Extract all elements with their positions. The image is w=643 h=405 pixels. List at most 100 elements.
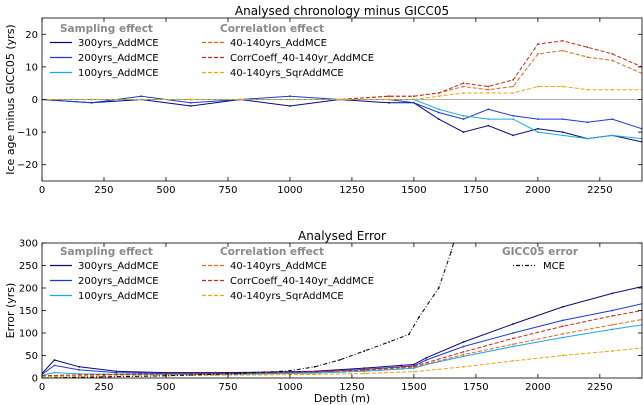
data-point bbox=[487, 124, 490, 127]
x-tick-label: 500 bbox=[156, 185, 175, 196]
data-point bbox=[487, 118, 490, 120]
data-point bbox=[189, 98, 192, 101]
x-tick-label: 1500 bbox=[401, 185, 426, 196]
data-point bbox=[512, 323, 514, 325]
data-point bbox=[53, 364, 56, 367]
data-point bbox=[78, 374, 81, 376]
data-point bbox=[537, 85, 539, 88]
data-point bbox=[78, 369, 81, 371]
y-tick-label: 20 bbox=[25, 30, 38, 41]
y-tick-label: −20 bbox=[17, 160, 38, 171]
legend-group-heading: Sampling effect bbox=[60, 23, 153, 35]
data-point bbox=[561, 319, 564, 322]
x-tick-label: 750 bbox=[218, 185, 237, 196]
data-point bbox=[611, 324, 614, 326]
legend-entry-label: 40-140yrs_AddMCE bbox=[230, 38, 327, 49]
data-point bbox=[363, 350, 366, 352]
data-point bbox=[561, 39, 564, 42]
data-point bbox=[239, 372, 242, 375]
data-point bbox=[561, 306, 564, 308]
data-point bbox=[462, 82, 465, 85]
legend-group-heading: GICC05 error bbox=[502, 246, 579, 258]
data-point bbox=[586, 137, 589, 140]
data-point bbox=[115, 373, 118, 376]
data-point bbox=[561, 333, 564, 335]
data-point bbox=[363, 369, 366, 371]
data-point bbox=[214, 374, 217, 377]
data-point bbox=[512, 345, 514, 348]
y-tick-label: 0 bbox=[32, 95, 38, 106]
data-point bbox=[115, 374, 118, 377]
data-point bbox=[561, 85, 564, 88]
legend-entry-label: 300yrs_AddMCE bbox=[78, 38, 159, 49]
data-point bbox=[512, 360, 514, 362]
legend-entry-label: CorrCoeff_40-140yr_AddMCE bbox=[230, 53, 374, 64]
series-line-40-140yrs_SqrAddMCE bbox=[42, 86, 642, 100]
x-tick-label: 1000 bbox=[277, 185, 302, 196]
series-line-200yrs_AddMCE bbox=[42, 95, 642, 130]
data-point bbox=[189, 105, 192, 107]
data-point bbox=[561, 49, 564, 52]
data-point bbox=[561, 354, 564, 357]
data-point bbox=[400, 364, 403, 367]
data-point bbox=[462, 118, 465, 120]
data-point bbox=[189, 101, 192, 104]
legend-group-heading: Correlation effect bbox=[220, 23, 324, 35]
data-point bbox=[363, 367, 366, 369]
data-point bbox=[462, 353, 465, 356]
chart-title: Analysed chronology minus GICC05 bbox=[235, 4, 449, 18]
data-point bbox=[561, 336, 564, 339]
data-point bbox=[512, 114, 514, 117]
data-point bbox=[78, 365, 81, 368]
data-point bbox=[388, 101, 390, 104]
data-point bbox=[611, 350, 614, 352]
data-point bbox=[115, 370, 118, 373]
data-point bbox=[462, 365, 465, 368]
data-point bbox=[90, 101, 93, 104]
data-point bbox=[561, 134, 564, 137]
legend-entry-label: 40-140yrs_AddMCE bbox=[230, 261, 327, 272]
legend-entry-label: 100yrs_AddMCE bbox=[78, 68, 159, 79]
x-tick-label: 500 bbox=[156, 382, 175, 393]
data-point bbox=[586, 121, 589, 124]
legend-entry-label: 100yrs_AddMCE bbox=[78, 291, 159, 302]
data-point bbox=[512, 332, 514, 334]
data-point bbox=[512, 92, 514, 94]
data-point bbox=[462, 114, 465, 117]
data-point bbox=[425, 359, 428, 361]
series-line-100yrs_AddMCE bbox=[42, 324, 642, 376]
data-point bbox=[512, 337, 514, 340]
data-point bbox=[586, 46, 589, 49]
data-point bbox=[487, 85, 490, 88]
data-point bbox=[437, 92, 440, 94]
data-point bbox=[165, 373, 167, 375]
data-point bbox=[586, 56, 589, 58]
data-point bbox=[462, 345, 465, 348]
data-point bbox=[289, 98, 291, 101]
data-point bbox=[140, 95, 143, 98]
data-point bbox=[512, 343, 514, 346]
data-point bbox=[437, 111, 440, 114]
data-point bbox=[611, 59, 614, 62]
data-point bbox=[425, 356, 428, 359]
data-point bbox=[611, 134, 614, 137]
x-tick-label: 2250 bbox=[587, 185, 612, 196]
x-axis-label: Depth (m) bbox=[314, 392, 370, 405]
data-point bbox=[462, 355, 465, 358]
data-point bbox=[413, 363, 415, 366]
data-point bbox=[115, 371, 118, 374]
series-line-40-140yrs_SqrAddMCE bbox=[42, 347, 642, 378]
data-point bbox=[78, 375, 81, 378]
series-line-CorrCoeff_40-140yr_AddMCE bbox=[42, 310, 642, 377]
data-point bbox=[400, 368, 403, 370]
data-point bbox=[487, 108, 490, 111]
data-point bbox=[512, 118, 514, 120]
x-tick-label: 1000 bbox=[277, 382, 302, 393]
data-point bbox=[462, 92, 465, 94]
x-tick-label: 750 bbox=[218, 382, 237, 393]
data-point bbox=[313, 370, 316, 373]
y-axis-label: Error (yrs) bbox=[4, 283, 17, 339]
legend-entry-label: 200yrs_AddMCE bbox=[78, 53, 159, 64]
data-point bbox=[611, 118, 614, 120]
